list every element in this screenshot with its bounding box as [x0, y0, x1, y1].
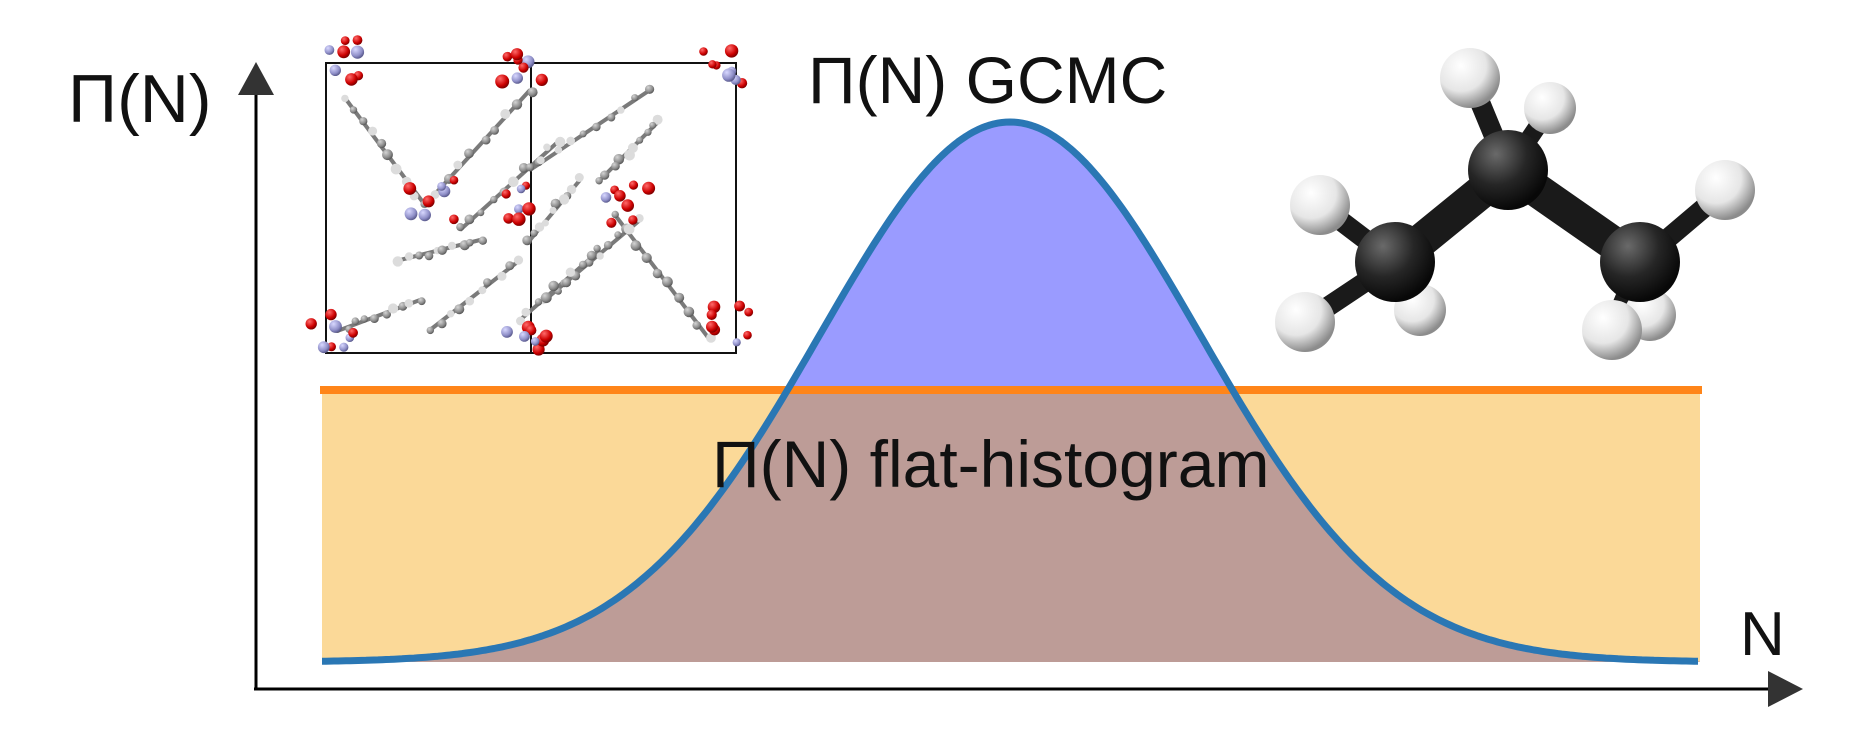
axes — [238, 62, 1803, 707]
x-axis-arrow — [1768, 671, 1803, 707]
overlap-region — [322, 390, 1700, 662]
flat-histogram-label: Π(N) flat-histogram — [712, 427, 1269, 501]
y-axis-arrow — [238, 62, 274, 95]
x-axis-label: N — [1740, 600, 1785, 669]
mof-crystal-structure-icon — [305, 35, 754, 356]
propane-ball-and-stick-icon — [1275, 48, 1755, 360]
gcmc-distribution-curve — [322, 118, 1698, 665]
y-axis-label: Π(N) — [68, 61, 212, 137]
gcmc-label: Π(N) GCMC — [808, 43, 1167, 117]
